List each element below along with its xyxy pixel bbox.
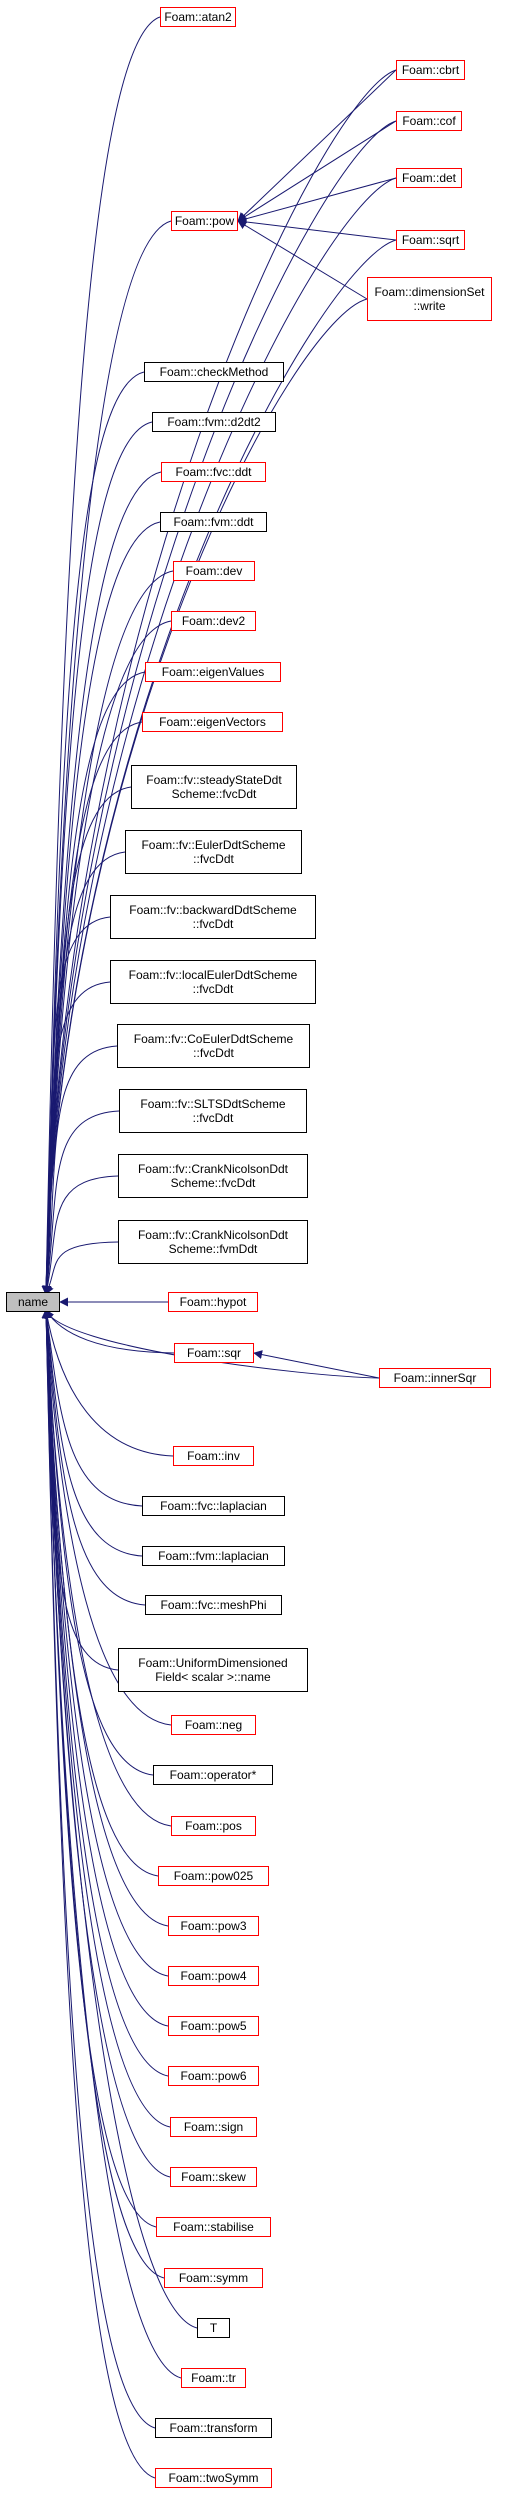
edge-neg-to-name: [42, 1309, 172, 1726]
root-node-name: name: [6, 1292, 60, 1312]
edge-T-to-name: [41, 1309, 198, 2329]
graph-node-eigen-vectors[interactable]: Foam::eigenVectors: [142, 712, 283, 732]
graph-node-fvc-ddt[interactable]: Foam::fvc::ddt: [161, 462, 266, 482]
graph-node-dev[interactable]: Foam::dev: [173, 561, 255, 581]
graph-node-operator-star[interactable]: Foam::operator*: [153, 1765, 273, 1785]
graph-node-tr[interactable]: Foam::tr: [181, 2368, 246, 2388]
graph-node-euler[interactable]: Foam::fv::EulerDdtScheme ::fvcDdt: [125, 830, 302, 874]
edge-twoSymm-to-name: [41, 1309, 156, 2479]
graph-node-local-euler[interactable]: Foam::fv::localEulerDdtScheme ::fvcDdt: [110, 960, 316, 1004]
graph-node-slts[interactable]: Foam::fv::SLTSDdtScheme ::fvcDdt: [119, 1089, 307, 1133]
graph-node-stabilise[interactable]: Foam::stabilise: [156, 2217, 271, 2237]
graph-node-hypot[interactable]: Foam::hypot: [168, 1292, 258, 1312]
edge-atan2-to-name: [41, 16, 161, 1295]
edge-pos-to-name: [41, 1309, 172, 1827]
edge-det-to-pow: [237, 177, 397, 224]
edge-coEuler-to-name: [42, 1045, 118, 1295]
edge-fvmLaplacian-to-name: [42, 1309, 143, 1557]
edge-tr-to-name: [41, 1309, 182, 2379]
graph-node-steady-state[interactable]: Foam::fv::steadyStateDdt Scheme::fvcDdt: [131, 765, 297, 809]
graph-node-pow[interactable]: Foam::pow: [171, 211, 238, 231]
graph-node-sqr[interactable]: Foam::sqr: [174, 1343, 254, 1363]
graph-node-atan2[interactable]: Foam::atan2: [160, 7, 236, 27]
edge-skew-to-name: [41, 1309, 171, 2178]
graph-node-fvm-ddt[interactable]: Foam::fvm::ddt: [160, 512, 267, 532]
edge-meshPhi-to-name: [42, 1309, 146, 1606]
graph-node-symm[interactable]: Foam::symm: [164, 2268, 263, 2288]
graph-node-sqrt[interactable]: Foam::sqrt: [396, 230, 465, 250]
edge-checkMethod-to-name: [41, 371, 145, 1295]
edge-stabilise-to-name: [41, 1309, 157, 2228]
edge-sqrt-to-pow: [237, 217, 397, 241]
edge-operatorStar-to-name: [41, 1309, 154, 1776]
graph-node-neg[interactable]: Foam::neg: [171, 1715, 256, 1735]
edge-slts-to-name: [42, 1110, 120, 1295]
graph-node-transform[interactable]: Foam::transform: [155, 2418, 272, 2438]
graph-node-pow6[interactable]: Foam::pow6: [168, 2066, 259, 2086]
edge-symm-to-name: [41, 1309, 165, 2279]
edge-fvcLaplacian-to-name: [42, 1309, 143, 1507]
graph-node-cbrt[interactable]: Foam::cbrt: [396, 60, 465, 80]
graph-node-cof[interactable]: Foam::cof: [396, 111, 462, 131]
graph-node-inv[interactable]: Foam::inv: [173, 1446, 254, 1466]
edge-innerSqr-to-sqr: [253, 1350, 380, 1379]
edge-localEuler-to-name: [42, 981, 111, 1295]
edge-cbrt-to-pow: [237, 69, 397, 222]
edge-crankFvc-to-name: [43, 1175, 119, 1295]
edge-pow3-to-name: [41, 1309, 169, 1927]
graph-node-dimension-set-write[interactable]: Foam::dimensionSet ::write: [367, 277, 492, 321]
graph-node-sign[interactable]: Foam::sign: [170, 2117, 257, 2137]
edge-crankFvm-to-name: [45, 1241, 119, 1295]
graph-node-fvc-laplacian[interactable]: Foam::fvc::laplacian: [142, 1496, 285, 1516]
edge-pow5-to-name: [41, 1309, 169, 2027]
edge-dimensionSetWrite-to-name: [41, 298, 368, 1295]
graph-node-eigen-values[interactable]: Foam::eigenValues: [145, 662, 281, 682]
graph-node-pow5[interactable]: Foam::pow5: [168, 2016, 259, 2036]
graph-node-dev2[interactable]: Foam::dev2: [171, 611, 256, 631]
graph-node-pow4[interactable]: Foam::pow4: [168, 1966, 259, 1986]
graph-node-crank-fvm[interactable]: Foam::fv::CrankNicolsonDdt Scheme::fvmDd…: [118, 1220, 308, 1264]
graph-node-backward[interactable]: Foam::fv::backwardDdtScheme ::fvcDdt: [110, 895, 316, 939]
edge-sqr-to-name: [45, 1309, 175, 1354]
graph-node-pos[interactable]: Foam::pos: [171, 1816, 256, 1836]
graph-node-check-method[interactable]: Foam::checkMethod: [144, 362, 284, 382]
graph-node-uniform-dim[interactable]: Foam::UniformDimensioned Field< scalar >…: [118, 1648, 308, 1692]
graph-node-det[interactable]: Foam::det: [396, 168, 462, 188]
graph-node-pow025[interactable]: Foam::pow025: [158, 1866, 269, 1886]
graph-node-crank-fvc[interactable]: Foam::fv::CrankNicolsonDdt Scheme::fvcDd…: [118, 1154, 308, 1198]
graph-node-two-symm[interactable]: Foam::twoSymm: [155, 2468, 272, 2488]
graph-node-fvm-laplacian[interactable]: Foam::fvm::laplacian: [142, 1546, 285, 1566]
graph-node-pow3[interactable]: Foam::pow3: [168, 1916, 259, 1936]
graph-node-fvm-d2dt2[interactable]: Foam::fvm::d2dt2: [152, 412, 276, 432]
edge-cbrt-to-name: [41, 69, 397, 1295]
graph-node-skew[interactable]: Foam::skew: [170, 2167, 257, 2187]
edge-cof-to-pow: [237, 120, 397, 222]
graph-node-mesh-phi[interactable]: Foam::fvc::meshPhi: [145, 1595, 282, 1615]
graph-node-t[interactable]: T: [197, 2318, 230, 2338]
edge-inv-to-name: [42, 1309, 174, 1457]
edge-dimensionSetWrite-to-pow: [237, 220, 368, 300]
graph-node-inner-sqr[interactable]: Foam::innerSqr: [379, 1368, 491, 1388]
edge-sign-to-name: [41, 1309, 171, 2128]
graph-node-co-euler[interactable]: Foam::fv::CoEulerDdtScheme ::fvcDdt: [117, 1024, 310, 1068]
edge-pow4-to-name: [41, 1309, 169, 1977]
